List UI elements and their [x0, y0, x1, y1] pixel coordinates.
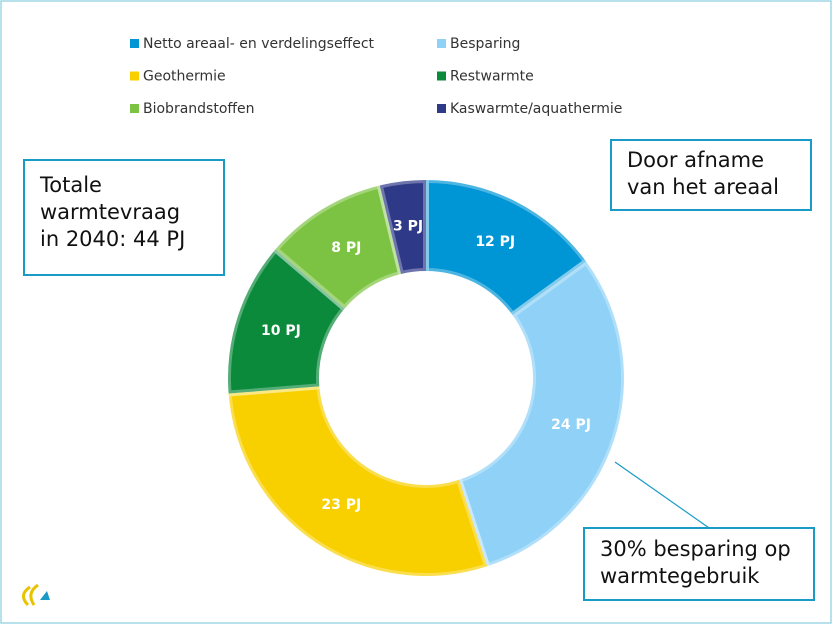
data-label: 12 PJ — [475, 234, 515, 250]
connector — [614, 461, 713, 531]
annotation-text: Totale — [39, 173, 102, 197]
data-label: 3 PJ — [393, 219, 423, 235]
logo — [22, 583, 50, 607]
legend-swatch — [437, 39, 446, 48]
legend-label: Besparing — [450, 36, 520, 52]
donut-segment — [376, 176, 429, 278]
legend-label: Netto areaal- en verdelingseffect — [143, 36, 375, 52]
annotation-text: warmtevraag — [40, 200, 180, 224]
legend-swatch — [130, 39, 139, 48]
annotation-text: 30% besparing op — [600, 537, 791, 561]
donut-segment — [423, 176, 591, 320]
data-label: 23 PJ — [321, 497, 361, 513]
data-label: 24 PJ — [551, 417, 591, 433]
donut-segment — [455, 257, 627, 571]
annotation-box — [583, 527, 815, 601]
legend-label: Biobrandstoffen — [143, 101, 255, 117]
legend-label: Restwarmte — [450, 69, 534, 85]
legend-label: Geothermie — [143, 69, 226, 85]
legend-swatch — [437, 71, 446, 81]
legend-swatch — [130, 71, 139, 81]
donut-segment — [225, 245, 349, 397]
legend-label: Kaswarmte/aquathermie — [450, 101, 622, 117]
annotation-text: van het areaal — [627, 175, 779, 199]
annotation-box — [23, 159, 225, 276]
legend-swatch — [130, 104, 139, 113]
annotation-text: warmtegebruik — [600, 564, 760, 588]
annotation-text: in 2040: 44 PJ — [40, 227, 185, 251]
annotation-box — [610, 139, 812, 211]
annotation-text: Door afname — [627, 148, 764, 172]
data-label: 10 PJ — [261, 323, 301, 339]
legend-swatch — [437, 104, 446, 113]
donut-segment — [225, 383, 491, 579]
donut-segment — [271, 181, 405, 313]
data-label: 8 PJ — [331, 240, 361, 256]
